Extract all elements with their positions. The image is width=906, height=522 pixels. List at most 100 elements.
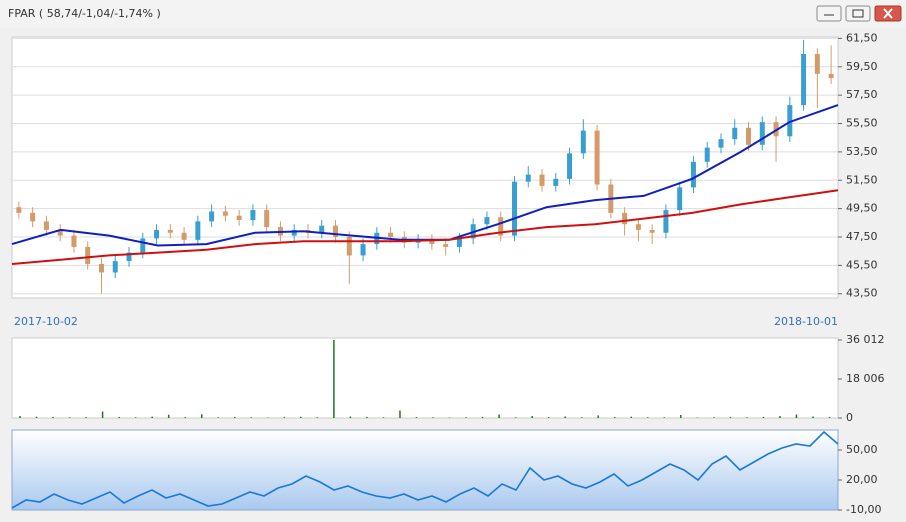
candle-body	[718, 139, 723, 148]
volume-bar	[746, 417, 748, 418]
candle-body	[457, 238, 462, 247]
volume-bar	[168, 415, 170, 418]
candle-body	[443, 244, 448, 247]
volume-bar	[515, 417, 517, 418]
candle-body	[182, 233, 187, 240]
volume-bar	[730, 417, 732, 418]
candle-body	[622, 213, 627, 224]
y-tick-label: 50,00	[846, 443, 878, 456]
volume-bar	[218, 417, 220, 418]
volume-bar	[581, 417, 583, 418]
volume-bar	[383, 417, 385, 418]
candle-body	[595, 131, 600, 185]
candle-body	[168, 230, 173, 233]
candle-body	[99, 264, 104, 273]
candle-body	[484, 217, 489, 224]
volume-bar	[85, 417, 87, 418]
volume-bar	[317, 417, 319, 418]
candle-body	[663, 210, 668, 233]
y-tick-label: 55,50	[846, 117, 878, 130]
candle-body	[140, 238, 145, 252]
volume-bar	[548, 417, 550, 418]
volume-bar	[465, 417, 467, 418]
volume-bar	[597, 415, 599, 418]
candle-body	[319, 226, 324, 233]
volume-bar	[482, 417, 484, 418]
candle-body	[195, 221, 200, 239]
volume-bar	[399, 410, 401, 418]
volume-bar	[796, 415, 798, 418]
volume-bar	[366, 417, 368, 418]
restore-button[interactable]	[846, 6, 870, 21]
candle-body	[801, 54, 806, 105]
volume-bar	[102, 412, 104, 418]
y-tick-label: 20,00	[846, 473, 878, 486]
candle-body	[760, 122, 765, 145]
volume-bar	[350, 416, 352, 418]
y-tick-label: 43,50	[846, 287, 878, 300]
candle-body	[581, 131, 586, 154]
candle-body	[636, 224, 641, 230]
y-tick-label: 49,50	[846, 202, 878, 215]
volume-bar	[664, 417, 666, 418]
volume-bar	[812, 416, 814, 418]
candle-body	[154, 230, 159, 239]
y-tick-label: -10,00	[846, 503, 881, 516]
candle-body	[732, 128, 737, 139]
volume-bar	[713, 417, 715, 418]
candle-body	[705, 148, 710, 162]
candle-body	[71, 236, 76, 247]
volume-bar	[19, 416, 21, 418]
minimize-button[interactable]	[817, 6, 841, 21]
volume-bar	[184, 417, 186, 418]
candle-body	[209, 211, 214, 221]
volume-bar	[531, 416, 533, 418]
volume-bar	[251, 417, 253, 418]
volume-bar	[432, 417, 434, 418]
candle-body	[16, 207, 21, 213]
candle-body	[567, 153, 572, 179]
y-tick-label: 45,50	[846, 258, 878, 271]
candle-body	[650, 230, 655, 233]
window-title: FPAR ( 58,74/-1,04/-1,74% )	[8, 7, 161, 20]
candle-body	[347, 237, 352, 255]
y-tick-label: 59,50	[846, 60, 878, 73]
volume-bar	[829, 417, 831, 418]
volume-bar	[151, 417, 153, 418]
volume-bar	[763, 417, 765, 418]
volume-bar	[201, 414, 203, 418]
volume-bar	[647, 417, 649, 418]
volume-bar	[614, 417, 616, 418]
candle-body	[361, 244, 366, 255]
candle-body	[223, 211, 228, 215]
volume-bar	[300, 417, 302, 418]
volume-bar	[680, 415, 682, 418]
volume-bar	[631, 417, 633, 418]
volume-bar	[135, 417, 137, 418]
candle-body	[815, 54, 820, 74]
candle-body	[512, 182, 517, 236]
volume-bar	[52, 417, 54, 418]
candle-body	[85, 247, 90, 264]
y-tick-label: 47,50	[846, 230, 878, 243]
volume-bar	[564, 416, 566, 418]
y-tick-label: 53,50	[846, 145, 878, 158]
y-tick-label: 18 006	[846, 372, 885, 385]
volume-plot	[12, 338, 838, 418]
end-date: 2018-10-01	[774, 315, 838, 328]
candle-body	[677, 187, 682, 210]
candle-body	[250, 210, 255, 220]
volume-bar	[284, 417, 286, 418]
candle-body	[44, 221, 49, 230]
candle-body	[553, 179, 558, 186]
y-tick-label: 57,50	[846, 88, 878, 101]
volume-bar	[234, 417, 236, 418]
volume-bar	[779, 416, 781, 418]
volume-bar	[416, 417, 418, 418]
volume-bar	[498, 415, 500, 418]
volume-bar	[36, 417, 38, 418]
candle-body	[746, 128, 751, 145]
y-tick-label: 0	[846, 411, 853, 424]
candle-body	[526, 175, 531, 182]
